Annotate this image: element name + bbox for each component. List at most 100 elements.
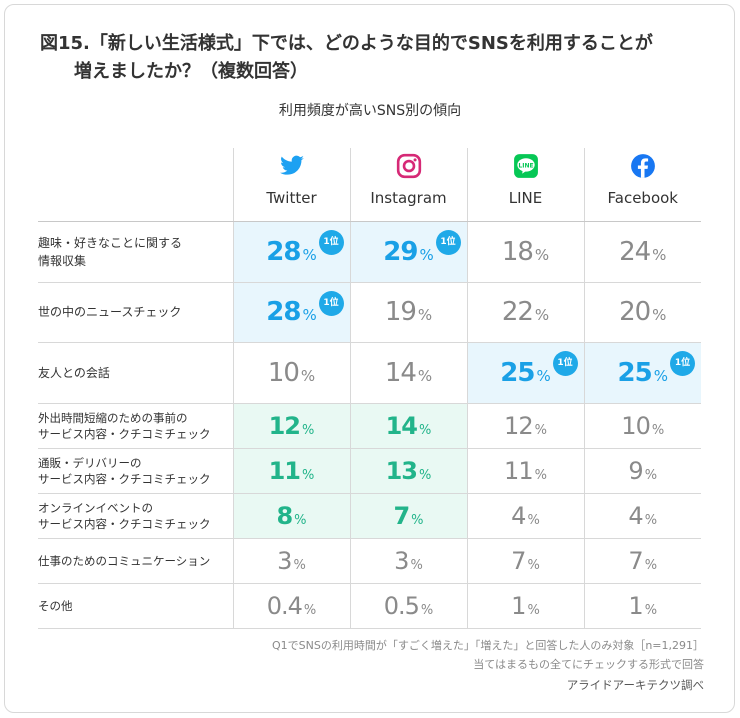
row-label-line: 世の中のニュースチェック bbox=[38, 305, 182, 319]
value-label: 25% bbox=[500, 358, 550, 388]
value-cell: 24% bbox=[583, 221, 701, 283]
row-label: 世の中のニュースチェック bbox=[38, 282, 233, 343]
value-number: 13 bbox=[385, 456, 418, 485]
row-label-line: その他 bbox=[38, 598, 73, 613]
value-label: 10% bbox=[621, 412, 665, 440]
value-label: 29% bbox=[383, 237, 434, 267]
value-unit: % bbox=[651, 422, 665, 438]
rank-badge: 1位 bbox=[552, 350, 578, 376]
value-label: 20% bbox=[619, 297, 667, 327]
value-number: 28 bbox=[266, 297, 301, 327]
value-label: 13% bbox=[386, 457, 432, 485]
source-credit: アライドアーキテクツ調べ bbox=[566, 678, 704, 692]
value-number: 10 bbox=[267, 357, 300, 388]
value-unit: % bbox=[303, 602, 317, 618]
value-unit: % bbox=[410, 557, 423, 573]
value-unit: % bbox=[417, 306, 433, 324]
value-unit: % bbox=[534, 306, 550, 324]
value-label: 4% bbox=[628, 502, 657, 530]
table-row: その他 0.4% 0.5% 1% 1% bbox=[38, 583, 701, 629]
row-label-line: 友人との会話 bbox=[38, 365, 110, 380]
value-unit: % bbox=[419, 467, 432, 483]
column-line: LINE LINE bbox=[466, 148, 584, 222]
value-unit: % bbox=[652, 306, 667, 324]
value-unit: % bbox=[302, 306, 317, 324]
value-cell: 25% 1位 bbox=[583, 342, 701, 404]
value-unit: % bbox=[644, 602, 658, 618]
table-row: 通販・デリバリーの サービス内容・クチコミチェック 11% 13% 11% 9% bbox=[38, 448, 701, 494]
value-label: 3% bbox=[394, 547, 423, 575]
value-number: 12 bbox=[268, 411, 301, 440]
value-label: 18% bbox=[502, 237, 550, 267]
value-unit: % bbox=[644, 557, 658, 573]
value-label: 1% bbox=[628, 592, 658, 620]
row-label: 友人との会話 bbox=[38, 342, 233, 404]
column-label: Twitter bbox=[266, 188, 317, 207]
value-cell: 14% bbox=[349, 403, 467, 449]
value-label: 25% bbox=[618, 358, 668, 388]
value-unit: % bbox=[302, 467, 315, 483]
value-number: 25 bbox=[500, 357, 535, 388]
value-number: 14 bbox=[384, 357, 417, 388]
footnotes: Q1でSNSの利用時間が「すごく増えた」「増えた」と回答した人のみ対象［n=1,… bbox=[272, 636, 704, 695]
rank-badge: 1位 bbox=[435, 229, 461, 255]
value-unit: % bbox=[419, 245, 434, 264]
value-unit: % bbox=[534, 422, 547, 438]
value-label: 8% bbox=[276, 502, 306, 530]
value-label: 12% bbox=[504, 412, 547, 440]
value-cell: 28% 1位 bbox=[232, 282, 350, 343]
value-unit: % bbox=[534, 245, 550, 264]
value-unit: % bbox=[534, 467, 547, 483]
row-label: 趣味・好きなことに関する 情報収集 bbox=[38, 221, 233, 283]
value-label: 14% bbox=[385, 358, 433, 388]
value-number: 4 bbox=[511, 501, 526, 530]
value-label: 28% bbox=[266, 237, 317, 267]
value-unit: % bbox=[302, 245, 317, 264]
table-body: 趣味・好きなことに関する 情報収集 28% 1位 29% 1位 18% 24% 世の中のニュース… bbox=[38, 221, 701, 629]
value-cell: 28% 1位 bbox=[232, 221, 350, 283]
value-label: 19% bbox=[385, 297, 433, 327]
value-label: 11% bbox=[269, 457, 315, 485]
value-cell: 14% bbox=[349, 342, 467, 404]
value-number: 19 bbox=[384, 297, 417, 327]
value-label: 14% bbox=[386, 412, 432, 440]
value-number: 0.5 bbox=[383, 591, 420, 620]
value-label: 9% bbox=[628, 457, 658, 485]
column-label: Facebook bbox=[607, 188, 678, 207]
value-number: 7 bbox=[511, 546, 526, 575]
value-cell: 18% bbox=[466, 221, 584, 283]
value-cell: 20% bbox=[583, 282, 701, 343]
value-unit: % bbox=[652, 245, 667, 264]
value-cell: 3% bbox=[232, 538, 350, 584]
value-number: 29 bbox=[383, 236, 418, 267]
value-cell: 1% bbox=[583, 583, 701, 629]
value-label: 10% bbox=[268, 358, 316, 388]
row-label-line: サービス内容・クチコミチェック bbox=[38, 426, 211, 441]
value-unit: % bbox=[527, 602, 540, 618]
row-label-line: サービス内容・クチコミチェック bbox=[38, 471, 211, 486]
value-number: 7 bbox=[628, 546, 643, 575]
row-label: 外出時間短縮のための事前の サービス内容・クチコミチェック bbox=[38, 403, 233, 449]
value-number: 3 bbox=[277, 546, 292, 575]
row-label-line: オンラインイベントの bbox=[38, 500, 153, 515]
value-cell: 22% bbox=[466, 282, 584, 343]
row-label: その他 bbox=[38, 583, 233, 629]
value-unit: % bbox=[293, 557, 306, 573]
sns-table: Twitter Instagram LINE LINE Facebook 趣味・… bbox=[38, 148, 701, 629]
row-label-line: サービス内容・クチコミチェック bbox=[38, 516, 211, 531]
value-label: 0.4% bbox=[267, 592, 317, 620]
twitter-icon bbox=[279, 155, 304, 175]
value-unit: % bbox=[417, 366, 433, 385]
rank-badge: 1位 bbox=[670, 350, 695, 376]
column-twitter: Twitter bbox=[232, 148, 350, 222]
value-label: 28% bbox=[266, 297, 317, 327]
value-number: 10 bbox=[621, 411, 651, 440]
value-number: 3 bbox=[394, 546, 409, 575]
value-number: 11 bbox=[504, 456, 534, 485]
table-row: 外出時間短縮のための事前の サービス内容・クチコミチェック 12% 14% 12% 10% bbox=[38, 403, 701, 449]
value-unit: % bbox=[644, 467, 658, 483]
value-unit: % bbox=[300, 366, 316, 385]
value-cell: 29% 1位 bbox=[349, 221, 467, 283]
value-cell: 0.5% bbox=[349, 583, 467, 629]
value-cell: 1% bbox=[466, 583, 584, 629]
